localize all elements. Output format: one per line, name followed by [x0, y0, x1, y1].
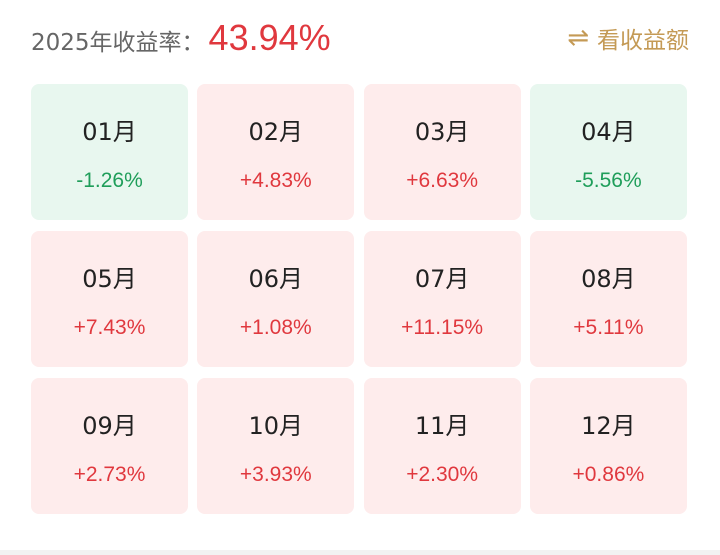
month-return: -5.56% — [575, 169, 642, 192]
month-label: 09月 — [82, 412, 137, 440]
month-label: 03月 — [414, 118, 470, 146]
month-return: +5.11% — [573, 316, 644, 339]
month-return: +2.73% — [73, 463, 146, 486]
month-return: +0.86% — [572, 463, 645, 486]
month-return: +2.30% — [406, 463, 478, 486]
month-label: 10月 — [248, 412, 304, 440]
month-label: 04月 — [581, 118, 636, 146]
month-label: 08月 — [581, 265, 636, 293]
toggle-label: 看收益额 — [597, 28, 689, 54]
month-return: +4.83% — [239, 169, 312, 192]
header: 2025年收益率： 43.94% ⇌ 看收益额 — [31, 14, 689, 62]
annual-return-value: 43.94% — [208, 17, 331, 58]
month-card[interactable]: 07月 +11.15% — [363, 231, 521, 367]
month-label: 07月 — [414, 265, 470, 293]
month-return: +1.08% — [239, 316, 312, 339]
monthly-returns-grid: 01月 -1.26% 02月 +4.83% 03月 +6.63% 04月 -5.56% 05月 +… — [31, 84, 687, 514]
month-return: -1.26% — [76, 169, 143, 192]
month-label: 12月 — [581, 412, 636, 440]
month-card[interactable]: 03月 +6.63% — [363, 84, 521, 220]
view-amount-toggle[interactable]: ⇌ 看收益额 — [567, 21, 689, 55]
month-label: 05月 — [82, 265, 137, 293]
month-card[interactable]: 05月 +7.43% — [31, 231, 188, 367]
month-card[interactable]: 09月 +2.73% — [31, 378, 188, 514]
month-card[interactable]: 12月 +0.86% — [529, 378, 687, 514]
month-label: 01月 — [82, 118, 137, 146]
swap-arrows-icon: ⇌ — [567, 23, 589, 53]
month-label: 11月 — [414, 412, 470, 440]
month-return: +7.43% — [73, 316, 146, 339]
annual-return-label: 2025年收益率： — [31, 30, 205, 56]
month-card[interactable]: 08月 +5.11% — [529, 231, 687, 367]
month-card[interactable]: 06月 +1.08% — [197, 231, 355, 367]
month-label: 02月 — [248, 118, 304, 146]
month-label: 06月 — [248, 265, 304, 293]
month-return: +3.93% — [239, 463, 312, 486]
month-card[interactable]: 01月 -1.26% — [31, 84, 188, 220]
month-return: +6.63% — [406, 169, 478, 192]
annual-return: 2025年收益率： 43.94% — [31, 17, 331, 59]
month-card[interactable]: 02月 +4.83% — [197, 84, 355, 220]
month-return: +11.15% — [401, 316, 484, 339]
month-card[interactable]: 10月 +3.93% — [197, 378, 355, 514]
divider — [0, 550, 720, 555]
month-card[interactable]: 04月 -5.56% — [529, 84, 687, 220]
month-card[interactable]: 11月 +2.30% — [363, 378, 521, 514]
